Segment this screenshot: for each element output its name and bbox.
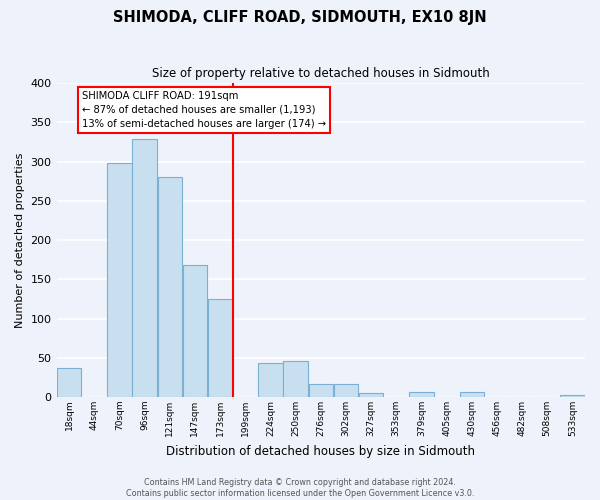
Y-axis label: Number of detached properties: Number of detached properties (15, 152, 25, 328)
Bar (359, 393, 383, 397)
Title: Size of property relative to detached houses in Sidmouth: Size of property relative to detached ho… (152, 68, 490, 80)
Bar (460, 392, 484, 397)
Bar (158, 177, 182, 397)
Text: SHIMODA CLIFF ROAD: 191sqm
← 87% of detached houses are smaller (1,193)
13% of s: SHIMODA CLIFF ROAD: 191sqm ← 87% of deta… (82, 91, 326, 129)
Bar (409, 392, 434, 397)
Bar (334, 384, 358, 397)
Bar (283, 361, 308, 397)
Bar (208, 299, 232, 397)
Bar (107, 163, 131, 397)
Text: SHIMODA, CLIFF ROAD, SIDMOUTH, EX10 8JN: SHIMODA, CLIFF ROAD, SIDMOUTH, EX10 8JN (113, 10, 487, 25)
Bar (560, 396, 584, 397)
Text: Contains HM Land Registry data © Crown copyright and database right 2024.
Contai: Contains HM Land Registry data © Crown c… (126, 478, 474, 498)
Bar (258, 364, 283, 397)
X-axis label: Distribution of detached houses by size in Sidmouth: Distribution of detached houses by size … (166, 444, 475, 458)
Bar (133, 139, 157, 397)
Bar (308, 384, 333, 397)
Bar (57, 368, 82, 397)
Bar (183, 265, 207, 397)
